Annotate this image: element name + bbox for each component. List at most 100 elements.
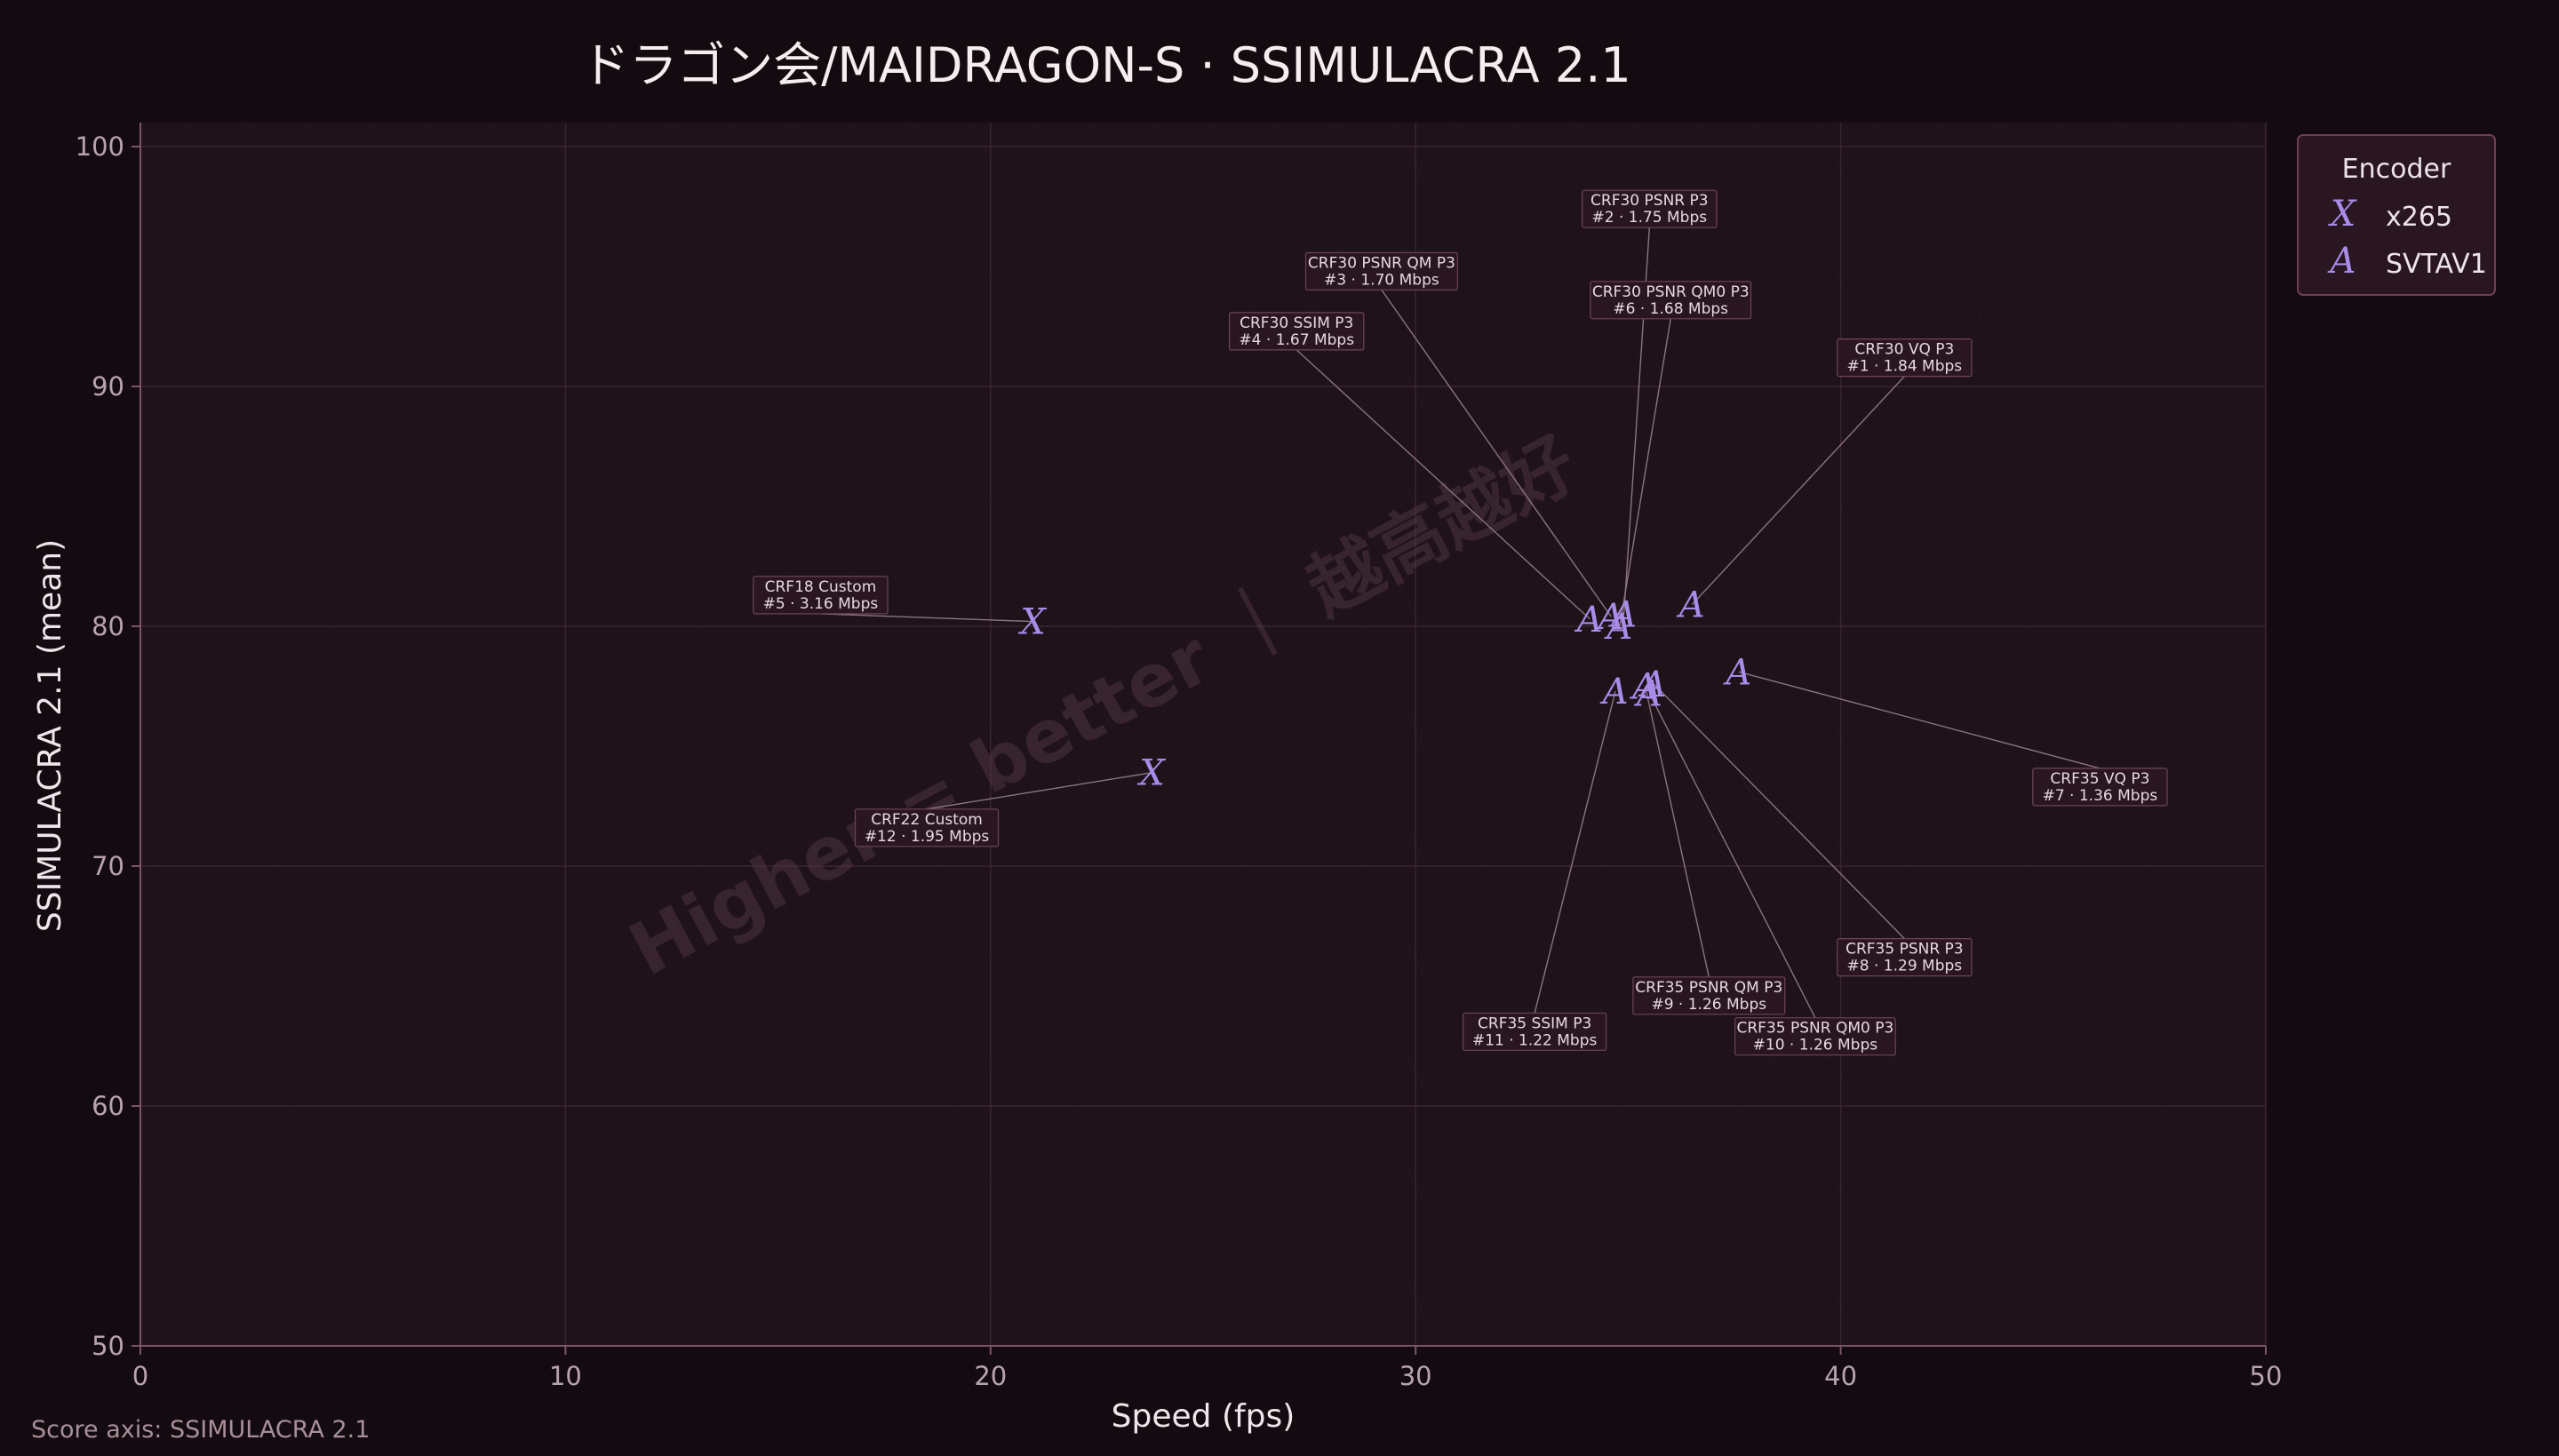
svtav1-point-marker: A <box>1676 585 1705 626</box>
point-annotation: CRF30 PSNR P3#2 · 1.75 Mbps <box>1582 189 1718 228</box>
grid <box>140 123 2267 1346</box>
point-annotation: CRF30 SSIM P3#4 · 1.67 Mbps <box>1229 312 1365 351</box>
point-annotation: CRF35 PSNR QM P3#9 · 1.26 Mbps <box>1632 976 1786 1015</box>
leader-line <box>926 772 1152 810</box>
legend-label-x265: x265 <box>2386 202 2452 233</box>
y-tick-label: 90 <box>92 371 124 402</box>
annotation-detail: #7 · 1.36 Mbps <box>2043 787 2158 805</box>
leader-line <box>1648 693 1816 1019</box>
svtav1-point-marker: A <box>1574 600 1603 640</box>
annotation-box <box>1837 937 1973 977</box>
point-annotation: CRF30 PSNR QM P3#3 · 1.70 Mbps <box>1304 251 1458 290</box>
svtav1-point-marker: A <box>1722 652 1751 693</box>
plot-hatch <box>140 123 2266 1346</box>
x-axis-title: Speed (fps) <box>1112 1398 1295 1435</box>
leader-line <box>1619 318 1671 627</box>
leader-line <box>820 613 1033 623</box>
axes: 0 10 20 30 40 50 50 60 70 80 90 100 <box>76 123 2283 1391</box>
annotation-detail: #1 · 1.84 Mbps <box>1847 358 1963 376</box>
y-axis-title: SSIMULACRA 2.1 (mean) <box>32 539 68 932</box>
x-tick-label: 0 <box>132 1361 148 1391</box>
svtav1-point-marker: A <box>1629 667 1658 708</box>
annotation-detail: #6 · 1.68 Mbps <box>1613 300 1728 318</box>
annotation-label: CRF35 VQ P3 <box>2050 770 2149 788</box>
leader-line <box>1691 376 1905 606</box>
annotation-box <box>1582 189 1718 228</box>
annotation-label: CRF22 Custom <box>871 811 983 829</box>
svtav1-point-marker: A <box>1633 674 1662 715</box>
annotation-label: CRF30 PSNR P3 <box>1590 192 1709 210</box>
x-tick-label: 30 <box>1399 1361 1432 1391</box>
annotation-label: CRF35 SSIM P3 <box>1478 1014 1591 1032</box>
annotation-label: CRF18 Custom <box>765 578 877 596</box>
annotation-detail: #2 · 1.75 Mbps <box>1591 209 1707 227</box>
annotation-detail: #4 · 1.67 Mbps <box>1239 331 1354 349</box>
leader-line <box>1738 671 2101 769</box>
svtav1-point-marker: A <box>1607 595 1637 636</box>
annotation-label: CRF30 PSNR QM P3 <box>1308 254 1455 272</box>
annotation-box <box>753 576 889 615</box>
annotation-detail: #5 · 3.16 Mbps <box>763 595 879 613</box>
svtav1-point-marker: A <box>1638 664 1667 705</box>
y-tick-label: 50 <box>92 1331 124 1361</box>
y-tick-label: 60 <box>92 1091 124 1121</box>
x265-point-marker: X <box>1017 602 1047 643</box>
annotation-box <box>1734 1017 1896 1056</box>
annotation-box <box>2032 768 2168 807</box>
svtav1-point-marker: A <box>1603 607 1632 648</box>
annotation-detail: #10 · 1.26 Mbps <box>1753 1037 1878 1054</box>
annotation-label: CRF30 VQ P3 <box>1854 341 1954 359</box>
x-tick-label: 20 <box>974 1361 1007 1391</box>
chart-title: ドラゴン会/MAIDRAGON-S · SSIMULACRA 2.1 <box>581 37 1631 93</box>
annotation-detail: #8 · 1.29 Mbps <box>1847 958 1963 975</box>
annotation-label: CRF35 PSNR QM0 P3 <box>1736 1020 1893 1038</box>
annotation-box <box>854 808 1000 847</box>
svtav1-point-marker: A <box>1595 597 1624 638</box>
x-tick-label: 50 <box>2250 1361 2283 1391</box>
y-tick-label: 80 <box>92 611 124 641</box>
leader-line <box>1644 686 1710 977</box>
point-annotation: CRF35 PSNR QM0 P3#10 · 1.26 Mbps <box>1734 1017 1896 1056</box>
annotation-box <box>1304 251 1458 290</box>
annotation-box <box>1463 1012 1607 1051</box>
legend-label-svtav1: SVTAV1 <box>2386 249 2487 280</box>
legend: Encoder X x265 A SVTAV1 <box>2297 134 2496 296</box>
point-annotation: CRF30 VQ P3#1 · 1.84 Mbps <box>1837 338 1973 378</box>
leader-line <box>1295 349 1590 620</box>
legend-a-marker-icon: A <box>2327 241 2356 282</box>
leader-line <box>1534 690 1616 1014</box>
annotation-box <box>1632 976 1786 1015</box>
annotation-detail: #9 · 1.26 Mbps <box>1651 996 1766 1014</box>
x-tick-label: 40 <box>1824 1361 1857 1391</box>
point-annotation: CRF35 SSIM P3#11 · 1.22 Mbps <box>1463 1012 1607 1051</box>
annotation-box <box>1590 281 1752 320</box>
annotation-label: CRF35 PSNR QM P3 <box>1635 979 1782 997</box>
point-annotation: CRF30 PSNR QM0 P3#6 · 1.68 Mbps <box>1590 281 1752 320</box>
x265-point-marker: X <box>1136 753 1166 794</box>
legend-box <box>2297 134 2496 296</box>
leader-line <box>1381 289 1612 617</box>
y-tick-label: 70 <box>92 851 124 881</box>
y-tick-label: 100 <box>76 131 124 162</box>
legend-title: Encoder <box>2342 154 2451 185</box>
point-annotation: CRF22 Custom#12 · 1.95 Mbps <box>854 808 1000 847</box>
leader-lines <box>820 227 2101 1019</box>
point-annotation: CRF18 Custom#5 · 3.16 Mbps <box>753 576 889 615</box>
annotation-label: CRF30 SSIM P3 <box>1240 314 1353 332</box>
annotation-label: CRF30 PSNR QM0 P3 <box>1592 283 1750 301</box>
legend-x-marker-icon: X <box>2328 194 2357 235</box>
footer-note: Score axis: SSIMULACRA 2.1 <box>31 1416 370 1444</box>
point-annotation: CRF35 PSNR P3#8 · 1.29 Mbps <box>1837 937 1973 977</box>
annotation-detail: #12 · 1.95 Mbps <box>865 828 990 846</box>
annotation-detail: #11 · 1.22 Mbps <box>1472 1031 1598 1049</box>
x-tick-label: 10 <box>549 1361 582 1391</box>
annotation-box <box>1229 312 1365 351</box>
annotation-detail: #3 · 1.70 Mbps <box>1324 271 1439 289</box>
svtav1-point-marker: A <box>1599 672 1629 712</box>
leader-line <box>1653 683 1905 940</box>
annotation-label: CRF35 PSNR P3 <box>1846 941 1964 959</box>
point-annotation: CRF35 VQ P3#7 · 1.36 Mbps <box>2032 768 2168 807</box>
